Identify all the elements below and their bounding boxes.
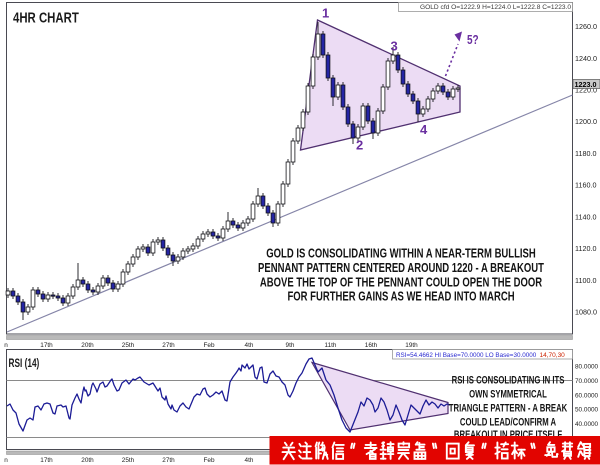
svg-text:50.0000: 50.0000 [575, 407, 599, 414]
svg-text:1160.0: 1160.0 [575, 181, 596, 190]
svg-text:1140.0: 1140.0 [575, 212, 596, 221]
svg-text:20th: 20th [81, 342, 94, 349]
svg-text:40.0000: 40.0000 [575, 421, 599, 428]
svg-text:OWN SYMMETRICAL: OWN SYMMETRICAL [469, 388, 547, 399]
svg-text:PENNANT PATTERN CENTERED AROUN: PENNANT PATTERN CENTERED AROUND 1220 - A… [258, 262, 544, 276]
svg-text:11th: 11th [325, 342, 337, 349]
svg-text:GOLD cfd O=1222.9 H=1224.0 L=1: GOLD cfd O=1222.9 H=1224.0 L=1222.8 C=12… [420, 4, 571, 11]
svg-text:1223.0: 1223.0 [575, 80, 597, 89]
svg-text:25th: 25th [122, 342, 135, 349]
svg-text:9th: 9th [286, 342, 295, 349]
svg-text:4HR CHART: 4HR CHART [13, 9, 79, 26]
svg-text:n: n [4, 342, 8, 349]
svg-text:4th: 4th [245, 342, 254, 349]
svg-text:FOR FURTHER GAINS AS WE HEAD I: FOR FURTHER GAINS AS WE HEAD INTO MARCH [287, 291, 514, 305]
svg-text:ABOVE THE TOP OF THE PENNANT C: ABOVE THE TOP OF THE PENNANT COULD OPEN … [260, 276, 542, 290]
svg-text:70.0000: 70.0000 [575, 378, 599, 385]
svg-text:5?: 5? [467, 34, 479, 47]
svg-text:80.0000: 80.0000 [575, 364, 599, 371]
svg-text:RSI (14): RSI (14) [9, 358, 40, 371]
svg-text:Feb: Feb [203, 457, 214, 464]
svg-text:1100.0: 1100.0 [575, 276, 596, 285]
svg-text:27th: 27th [162, 457, 175, 464]
svg-text:1200.0: 1200.0 [575, 117, 597, 126]
svg-text:RSI IS CONSOLIDATING IN ITS: RSI IS CONSOLIDATING IN ITS [452, 374, 565, 385]
svg-text:n: n [4, 457, 8, 464]
svg-text:19th: 19th [405, 342, 418, 349]
svg-text:17th: 17th [40, 342, 53, 349]
svg-text:1080.0: 1080.0 [575, 308, 597, 317]
svg-text:27th: 27th [162, 342, 175, 349]
svg-text:1180.0: 1180.0 [575, 149, 596, 158]
svg-text:TRIANGLE PATTERN - A BREAK: TRIANGLE PATTERN - A BREAK [449, 402, 568, 413]
svg-text:25th: 25th [122, 457, 135, 464]
svg-text:1240.0: 1240.0 [575, 54, 597, 63]
svg-text:20th: 20th [81, 457, 94, 464]
svg-text:BREAKOUT IN PRICE ITSELF: BREAKOUT IN PRICE ITSELF [454, 429, 562, 440]
svg-text:1220.0: 1220.0 [575, 86, 597, 95]
svg-text:17th: 17th [40, 457, 53, 464]
svg-text:COULD LEAD/CONFIRM A: COULD LEAD/CONFIRM A [460, 416, 557, 427]
svg-text:4th: 4th [245, 457, 254, 464]
svg-text:1: 1 [322, 6, 329, 21]
svg-text:60.0000: 60.0000 [575, 392, 599, 399]
svg-text:2: 2 [356, 138, 363, 153]
svg-text:RSI=54.4662 HI Base=70.0000 LO: RSI=54.4662 HI Base=70.0000 LO Base=30.0… [396, 352, 537, 359]
svg-text:16th: 16th [365, 342, 378, 349]
svg-text:4: 4 [420, 122, 428, 137]
svg-text:GOLD IS CONSOLIDATING WITHIN A: GOLD IS CONSOLIDATING WITHIN A NEAR-TERM… [266, 247, 536, 261]
svg-text:1260.0: 1260.0 [575, 22, 597, 31]
svg-text:14,70,30: 14,70,30 [540, 352, 566, 359]
svg-text:3: 3 [391, 39, 398, 54]
svg-text:1120.0: 1120.0 [575, 244, 596, 253]
svg-text:Feb: Feb [203, 342, 214, 349]
